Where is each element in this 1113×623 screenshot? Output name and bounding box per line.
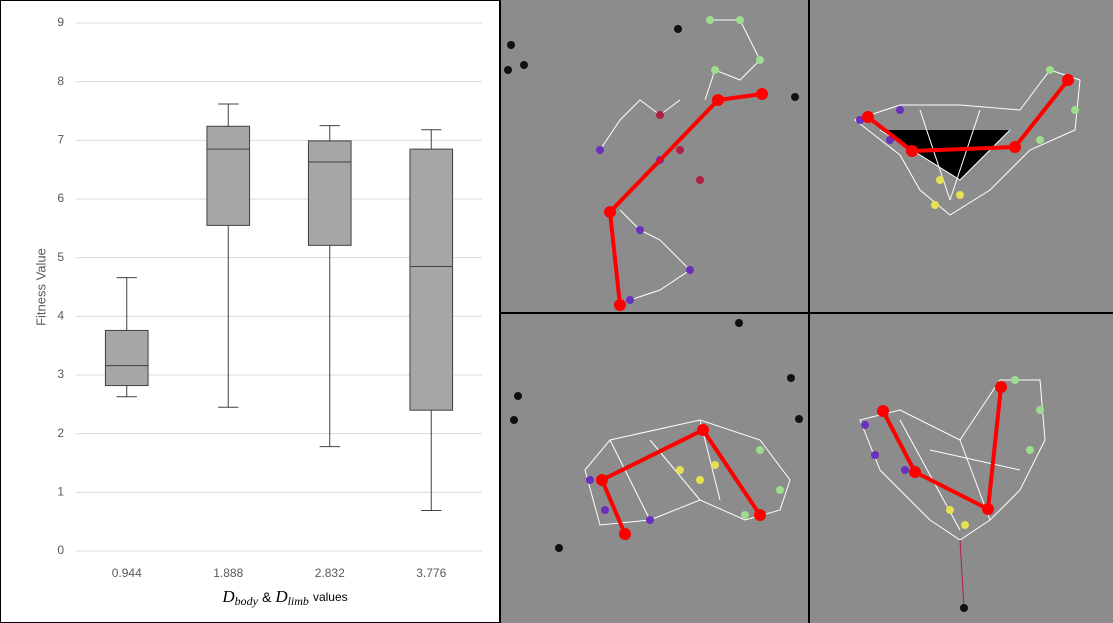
x-label-var: D	[221, 587, 235, 606]
box	[105, 330, 148, 385]
x-label-sub: limb	[288, 594, 309, 608]
y-tick-label: 2	[57, 426, 64, 440]
x-label-joiner: &	[262, 589, 272, 605]
y-tick-label: 7	[57, 133, 64, 147]
page: Fitness Value Dbody&Dlimbvalues	[0, 0, 1113, 623]
y-tick-label: 8	[57, 74, 64, 88]
y-tick-label: 6	[57, 191, 64, 205]
y-axis-label: Fitness Value	[33, 248, 48, 326]
y-tick-label: 5	[57, 250, 64, 264]
chart: Fitness Value Dbody&Dlimbvalues	[0, 0, 1113, 623]
x-label-sub: body	[235, 594, 259, 608]
x-tick-label: 1.888	[213, 566, 243, 580]
y-tick-label: 9	[57, 15, 64, 29]
box	[308, 141, 351, 245]
y-tick-label: 0	[57, 543, 64, 557]
y-tick-label: 4	[57, 309, 64, 323]
y-tick-label: 3	[57, 367, 64, 381]
box	[207, 126, 250, 225]
simulation-panels	[500, 0, 1113, 623]
x-tick-label: 0.944	[112, 566, 142, 580]
box	[410, 149, 453, 410]
y-tick-label: 1	[57, 485, 64, 499]
x-tick-label: 3.776	[416, 566, 446, 580]
x-label-suffix: values	[313, 590, 348, 604]
x-tick-label: 2.832	[315, 566, 345, 580]
x-label-var: D	[274, 587, 288, 606]
